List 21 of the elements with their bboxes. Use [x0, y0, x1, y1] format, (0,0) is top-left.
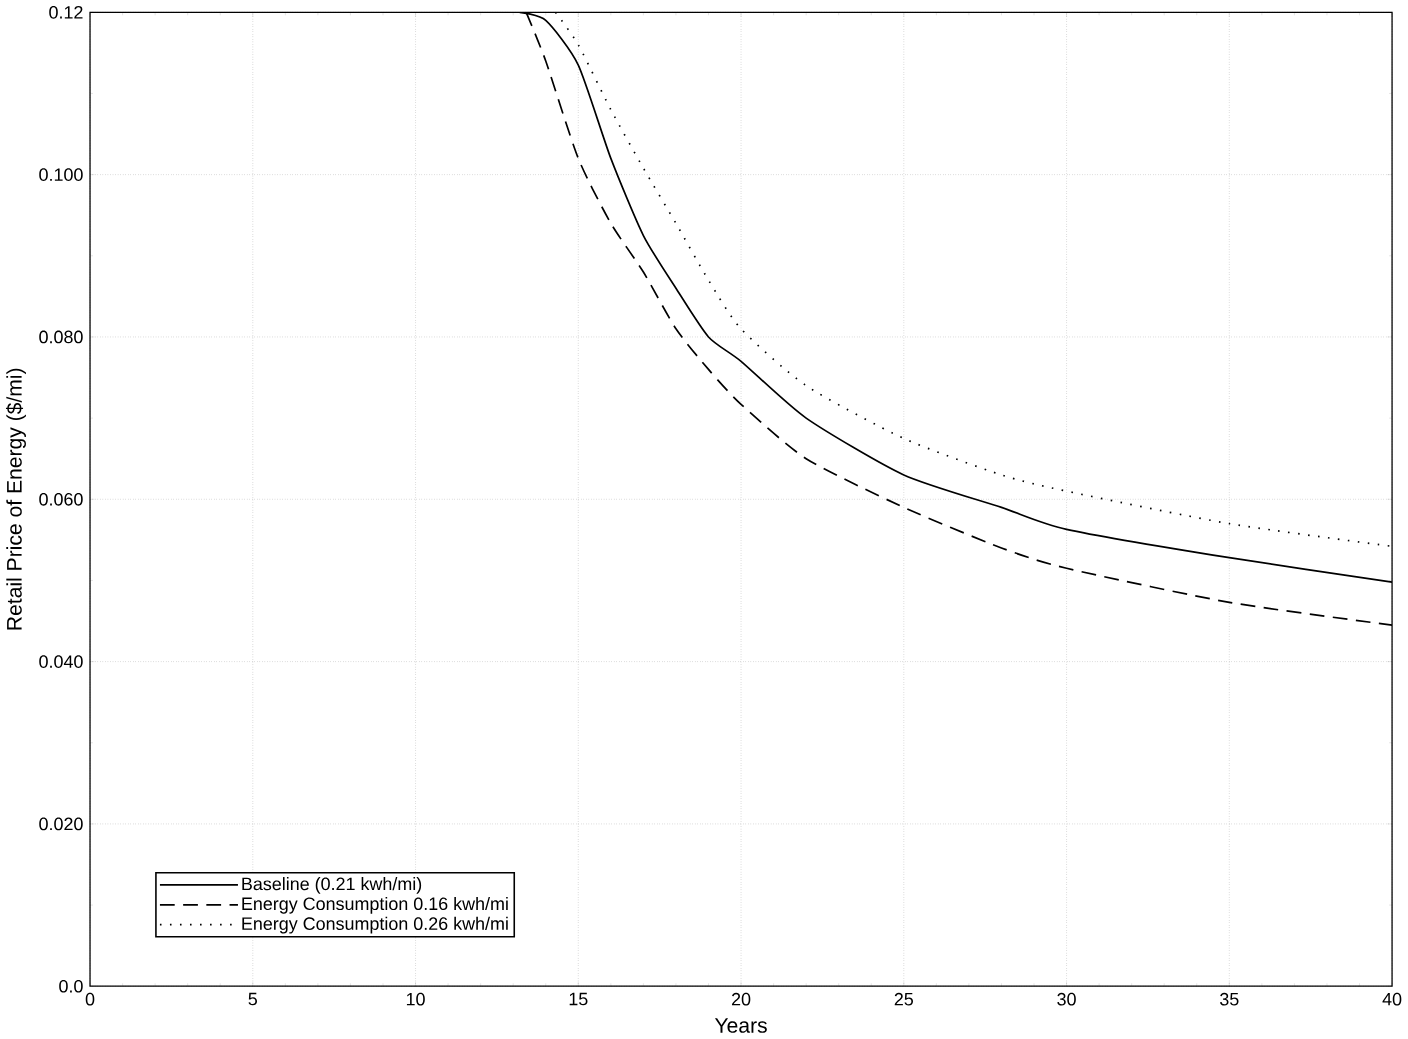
- y-tick-label: 0.020: [39, 817, 83, 831]
- y-tick-label: 0.0: [59, 979, 83, 993]
- y-axis-title: Retail Price of Energy ($/mi): [5, 368, 26, 630]
- y-tick-label: 0.080: [39, 330, 83, 344]
- y-tick-label: 0.060: [39, 493, 83, 506]
- x-tick-label: 15: [569, 992, 588, 1006]
- legend-label: Baseline (0.21 kwh/mi): [242, 877, 422, 894]
- x-tick-label: 0: [85, 992, 95, 1006]
- x-tick-label: 10: [406, 992, 425, 1006]
- y-tick-label: 0.100: [39, 168, 83, 182]
- x-tick-label: 20: [731, 992, 751, 1006]
- y-tick-label: 0.12: [49, 6, 83, 19]
- x-tick-label: 35: [1220, 992, 1239, 1006]
- x-tick-label: 30: [1057, 992, 1076, 1006]
- legend-label: Energy Consumption 0.26 kwh/mi: [242, 916, 508, 934]
- x-tick-label: 25: [894, 992, 914, 1006]
- y-tick-label: 0.040: [39, 655, 83, 669]
- legend-label: Energy Consumption 0.16 kwh/mi: [242, 897, 508, 914]
- x-tick-label: 5: [248, 992, 258, 1006]
- x-axis-title: Years: [714, 1018, 767, 1033]
- x-tick-label: 40: [1382, 992, 1402, 1006]
